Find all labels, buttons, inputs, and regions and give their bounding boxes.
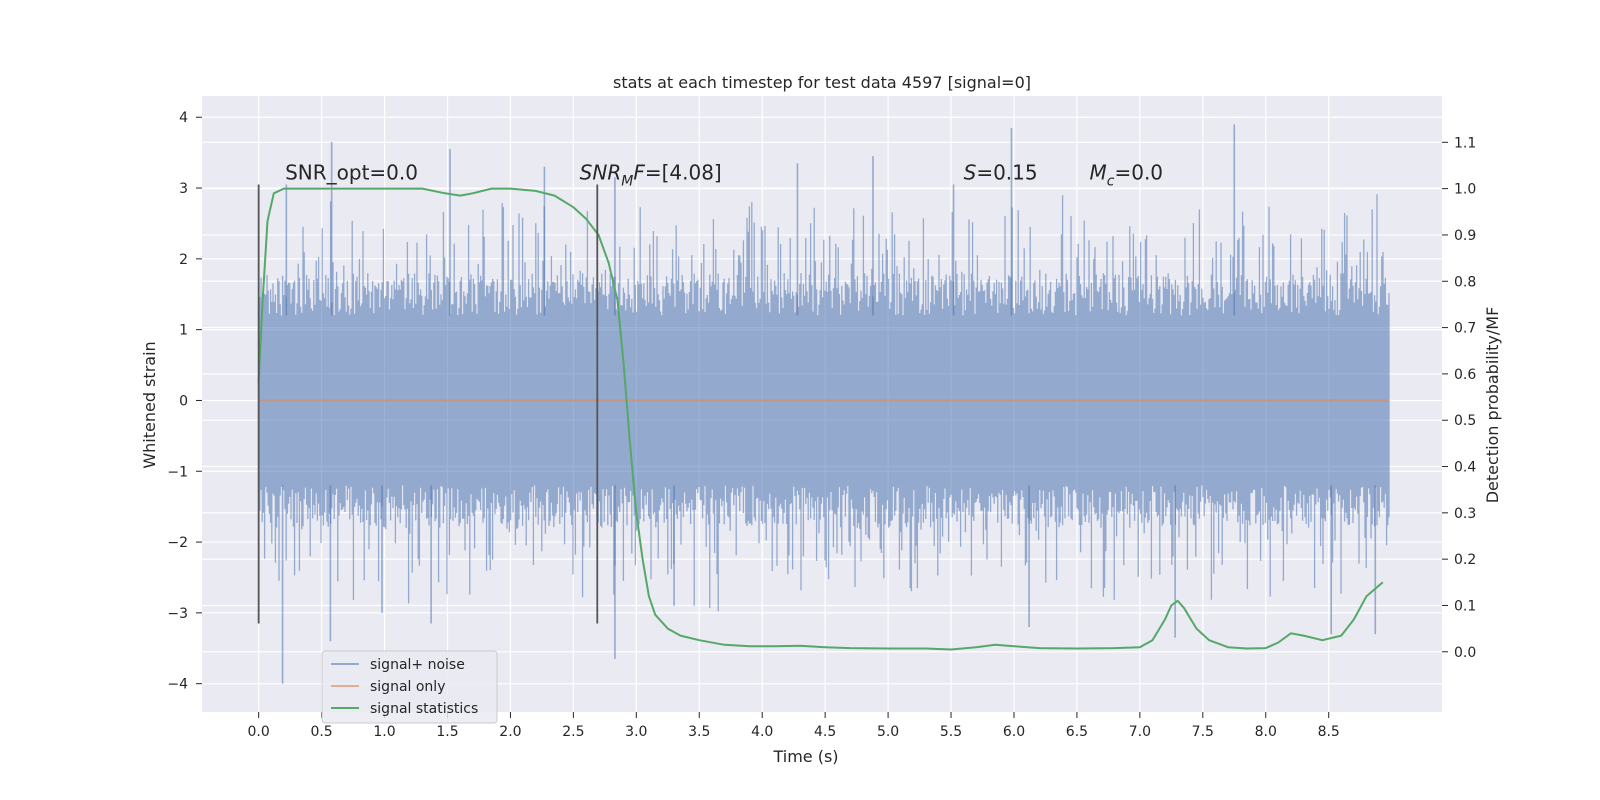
y-tick-label: −4 (167, 677, 188, 693)
chart-title: stats at each timestep for test data 459… (613, 73, 1031, 92)
x-tick-label: 6.5 (1066, 724, 1088, 740)
tick-labels: 0.0 0.5 1.0 1.5 2.0 2.5 3.0 3.5 4.0 4.5 5.0 5.5 6.0 6… (167, 110, 1476, 740)
y-right-tick-label: 1.1 (1454, 135, 1476, 151)
line-series (257, 187, 1390, 651)
legend-box (321, 650, 498, 724)
x-tick-label: 2.5 (562, 724, 584, 740)
y-tick-label: 0 (179, 393, 188, 409)
legend-label-signal-noise: signal+ noise (370, 657, 465, 673)
x-tick-label: 0.0 (248, 724, 270, 740)
legend-label-signal-statistics: signal statistics (370, 701, 478, 717)
y-right-tick-label: 0.3 (1454, 506, 1476, 522)
annotation-part: =0.15 (976, 161, 1037, 185)
s-annotation: S=0.15 (964, 161, 1038, 185)
y-right-tick-label: 0.8 (1454, 274, 1476, 290)
x-tick-label: 5.0 (877, 724, 899, 740)
x-tick-label: 7.0 (1129, 724, 1151, 740)
annotation-part: M (1090, 161, 1107, 185)
x-tick-label: 3.0 (625, 724, 647, 740)
x-tick-label: 4.0 (751, 724, 773, 740)
annotation-part: SNR_opt=0.0 (285, 161, 418, 185)
snr-mf-annotation: SNRMF=[4.08] (580, 161, 722, 190)
y-tick-label: 3 (179, 181, 188, 197)
annotation-part: SNR (580, 161, 622, 185)
annotations: SNR_opt=0.0 SNRMF=[4.08] S=0.15 Mc=0.0 (285, 161, 1163, 190)
y-tick-label: −2 (167, 535, 188, 551)
x-tick-label: 1.5 (436, 724, 458, 740)
y-right-tick-label: 0.5 (1454, 413, 1476, 429)
y-tick-label: 1 (179, 323, 188, 339)
y-right-tick-label: 0.0 (1454, 645, 1476, 661)
y-right-tick-label: 0.7 (1454, 321, 1476, 337)
y-tick-label: 2 (179, 252, 188, 268)
y-right-tick-label: 0.6 (1454, 367, 1476, 383)
y-right-tick-label: 0.9 (1454, 228, 1476, 244)
x-tick-label: 4.5 (814, 724, 836, 740)
annotation-part: S (964, 161, 977, 185)
y-right-tick-label: 1.0 (1454, 182, 1476, 198)
x-tick-label: 1.0 (373, 724, 395, 740)
x-axis-label: Time (s) (772, 747, 838, 766)
snr-opt-annotation: SNR_opt=0.0 (285, 161, 418, 185)
x-tick-label: 3.5 (688, 724, 710, 740)
y-right-tick-label: 0.2 (1454, 552, 1476, 568)
y-tick-label: 4 (179, 110, 188, 126)
marker-lines (257, 184, 599, 624)
x-tick-label: 5.5 (940, 724, 962, 740)
annotation-part: =0.0 (1114, 161, 1163, 185)
x-tick-label: 8.5 (1318, 724, 1340, 740)
x-tick-label: 7.5 (1192, 724, 1214, 740)
mc-annotation: Mc=0.0 (1090, 161, 1164, 190)
annotation-part: F (633, 161, 645, 185)
noise-series (257, 124, 1390, 684)
y-right-tick-label: 0.4 (1454, 460, 1476, 476)
annotation-part: M (621, 174, 633, 190)
y-right-axis-label: Detection probability/MF (1483, 307, 1502, 504)
annotation-part: =[4.08] (645, 161, 722, 185)
legend-label-signal-only: signal only (370, 679, 445, 695)
x-tick-label: 6.0 (1003, 724, 1025, 740)
x-tick-label: 8.0 (1255, 724, 1277, 740)
annotation-part: c (1107, 174, 1115, 190)
legend: signal+ noise signal only signal statist… (321, 650, 498, 724)
y-right-tick-label: 0.1 (1454, 598, 1476, 614)
x-tick-label: 2.0 (499, 724, 521, 740)
y-tick-label: −3 (167, 606, 188, 622)
x-tick-label: 0.5 (310, 724, 332, 740)
y-tick-label: −1 (167, 464, 188, 480)
y-axis-label: Whitened strain (140, 341, 159, 468)
series-signal-statistics-line (257, 187, 1384, 651)
